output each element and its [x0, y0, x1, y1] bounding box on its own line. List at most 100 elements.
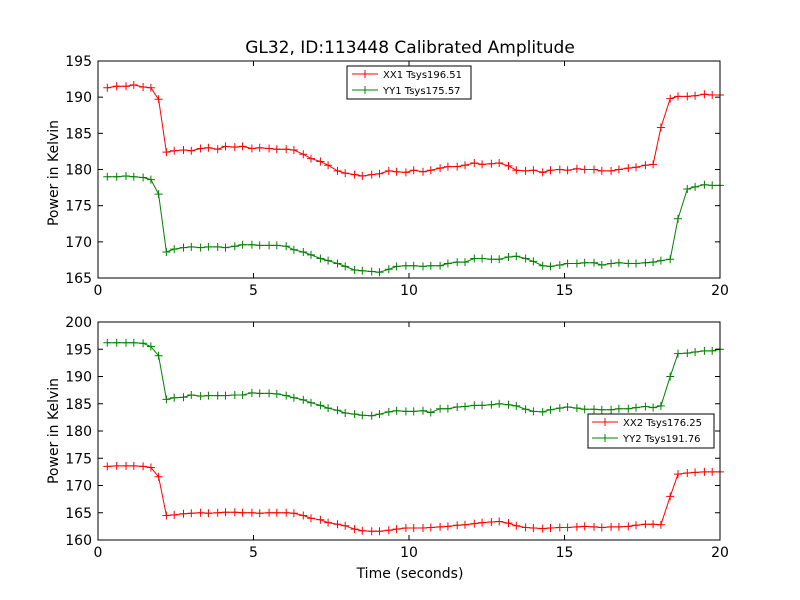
data-point	[590, 522, 598, 531]
data-point	[375, 268, 384, 277]
data-point	[529, 524, 538, 532]
data-point	[656, 520, 665, 529]
data-point	[691, 182, 700, 191]
y-tick-label: 180	[65, 163, 92, 179]
data-point	[597, 261, 606, 269]
y-tick-label: 190	[65, 90, 92, 106]
data-point	[375, 169, 384, 178]
data-point	[333, 166, 342, 175]
data-point	[187, 146, 196, 155]
data-point	[426, 166, 435, 175]
data-point	[196, 243, 205, 252]
data-point	[572, 164, 581, 173]
data-point	[179, 509, 188, 518]
data-point	[139, 173, 148, 182]
data-point	[333, 406, 342, 415]
data-point	[708, 91, 717, 99]
data-point	[221, 243, 230, 252]
legend-label-yy1: YY1 Tsys175.57	[382, 86, 461, 97]
data-point	[563, 166, 572, 175]
data-point	[572, 522, 581, 531]
data-point	[129, 80, 138, 89]
data-point	[674, 214, 682, 223]
data-point	[563, 259, 572, 268]
x-tick-label: 20	[711, 545, 729, 561]
data-point	[350, 170, 359, 179]
data-point	[521, 523, 530, 532]
data-point	[392, 525, 401, 534]
data-point	[649, 160, 658, 169]
data-point	[162, 248, 171, 256]
data-point	[154, 472, 163, 481]
data-point	[597, 523, 606, 532]
data-point	[367, 267, 376, 276]
bottom-y-axis-label: Power in Kelvin	[46, 378, 62, 484]
data-point	[213, 145, 222, 154]
data-point	[691, 348, 700, 356]
data-point	[162, 395, 171, 404]
data-point	[708, 346, 717, 355]
data-point	[350, 525, 359, 534]
data-point	[478, 254, 487, 263]
data-point	[358, 266, 367, 275]
x-tick-label: 0	[94, 283, 103, 299]
data-point	[221, 142, 230, 151]
data-point	[187, 242, 196, 251]
data-point	[546, 166, 555, 175]
data-point	[187, 391, 196, 399]
data-point	[196, 392, 205, 401]
data-point	[103, 462, 112, 471]
data-point	[666, 372, 675, 381]
data-point	[247, 240, 256, 249]
x-tick-label: 5	[249, 545, 258, 561]
data-point	[580, 522, 589, 531]
data-point	[272, 145, 281, 154]
data-point	[470, 401, 479, 410]
legend-marker-xx1	[361, 70, 369, 78]
data-point	[139, 462, 148, 471]
data-point	[122, 338, 130, 347]
data-point	[179, 146, 188, 154]
data-point	[238, 391, 247, 399]
data-point	[401, 168, 410, 177]
data-point	[247, 508, 256, 517]
data-point	[367, 170, 376, 179]
top-y-axis-label: Power in Kelvin	[46, 120, 62, 226]
data-point	[590, 258, 598, 267]
data-point	[170, 510, 179, 519]
data-point	[272, 508, 281, 517]
data-point	[538, 261, 547, 270]
data-point	[461, 161, 469, 170]
top-series-markers-1	[103, 172, 724, 277]
data-point	[461, 258, 469, 267]
data-point	[614, 522, 623, 531]
data-point	[341, 521, 350, 530]
data-point	[624, 522, 633, 531]
data-point	[666, 94, 675, 103]
bottom-legend: XX2 Tsys176.25 YY2 Tsys191.76	[587, 413, 715, 449]
data-point	[529, 166, 538, 175]
data-point	[384, 265, 393, 274]
data-point	[426, 523, 435, 532]
data-point	[255, 241, 264, 250]
data-point	[358, 172, 367, 180]
data-point	[162, 148, 171, 157]
data-point	[299, 395, 308, 404]
data-point	[700, 90, 709, 99]
y-tick-label: 170	[65, 479, 92, 495]
data-point	[426, 408, 435, 417]
data-point	[683, 185, 692, 193]
data-point	[487, 518, 496, 526]
y-tick-label: 165	[65, 506, 92, 522]
data-point	[436, 404, 445, 413]
data-point	[384, 166, 393, 175]
x-tick-label: 20	[711, 283, 729, 299]
data-point	[299, 248, 308, 256]
data-point	[289, 245, 298, 254]
data-point	[632, 521, 640, 530]
data-point	[538, 407, 547, 416]
data-point	[230, 242, 239, 251]
data-point	[392, 262, 401, 271]
data-point	[384, 407, 393, 416]
data-point	[555, 404, 564, 413]
